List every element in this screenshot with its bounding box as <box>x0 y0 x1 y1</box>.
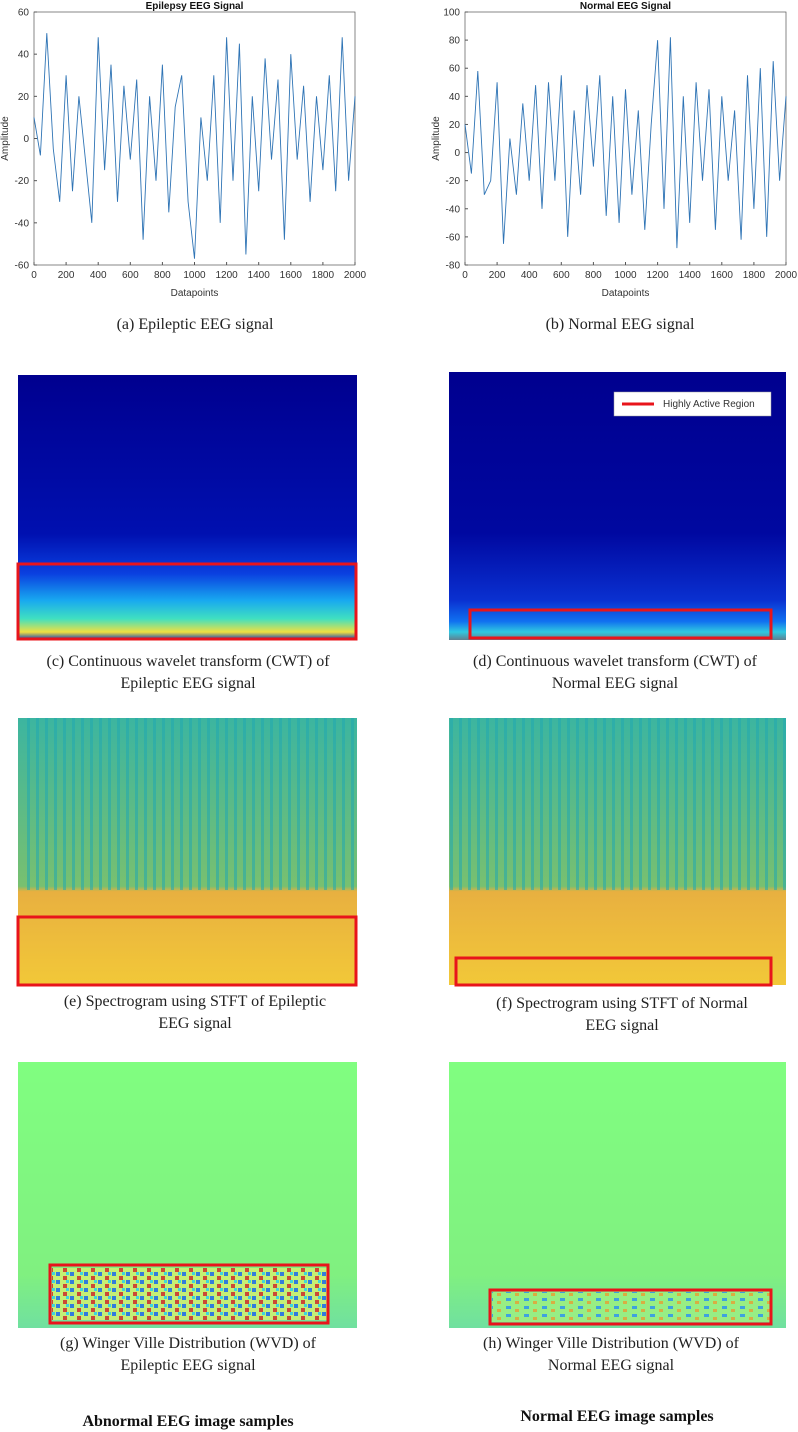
cwt-image <box>449 372 786 640</box>
caption: EEG signal <box>158 1015 232 1032</box>
caption: (a) Epileptic EEG signal <box>117 316 274 333</box>
caption: Normal EEG signal <box>552 675 679 692</box>
x-axis-label: Datapoints <box>602 288 650 299</box>
highlight-box <box>468 608 773 640</box>
caption: (g) Winger Ville Distribution (WVD) of <box>60 1335 317 1352</box>
caption: (c) Continuous wavelet transform (CWT) o… <box>46 653 330 670</box>
y-axis-label: Amplitude <box>0 116 11 161</box>
x-tick-label: 2000 <box>344 270 367 281</box>
x-tick-label: 1800 <box>312 270 335 281</box>
x-tick-label: 1400 <box>248 270 271 281</box>
highlight-box <box>48 1263 330 1325</box>
y-tick-label: -60 <box>15 261 30 272</box>
y-tick-label: -20 <box>15 176 30 187</box>
plot-area <box>464 11 787 266</box>
spectrogram-texture <box>24 718 357 890</box>
spectrogram-texture <box>449 718 786 890</box>
caption: (h) Winger Ville Distribution (WVD) of <box>483 1335 740 1352</box>
y-tick-label: -40 <box>15 218 30 229</box>
y-tick-label: -40 <box>446 204 461 215</box>
x-tick-label: 600 <box>553 270 570 281</box>
caption: (f) Spectrogram using STFT of Normal <box>496 995 748 1012</box>
x-tick-label: 600 <box>122 270 139 281</box>
x-tick-label: 400 <box>521 270 538 281</box>
y-tick-label: 0 <box>23 134 29 145</box>
y-tick-label: 0 <box>454 148 460 159</box>
chart-title: Normal EEG Signal <box>580 1 671 12</box>
y-tick-label: -80 <box>446 261 461 272</box>
y-tick-label: 40 <box>449 92 461 103</box>
y-tick-label: 20 <box>449 120 461 131</box>
x-tick-label: 1000 <box>614 270 637 281</box>
x-tick-label: 1200 <box>646 270 669 281</box>
x-tick-label: 0 <box>462 270 468 281</box>
x-tick-label: 200 <box>489 270 506 281</box>
x-tick-label: 1600 <box>280 270 303 281</box>
highlight-box <box>16 562 358 641</box>
x-tick-label: 1000 <box>183 270 206 281</box>
y-tick-label: -60 <box>446 232 461 243</box>
caption: Epileptic EEG signal <box>120 1357 256 1374</box>
highlight-box <box>454 956 773 987</box>
caption: (e) Spectrogram using STFT of Epileptic <box>64 993 326 1010</box>
chart-title: Epilepsy EEG Signal <box>146 1 244 12</box>
plot-area <box>33 11 356 266</box>
highlight-box <box>16 915 358 987</box>
caption: (b) Normal EEG signal <box>546 316 695 333</box>
y-tick-label: -20 <box>446 176 461 187</box>
x-tick-label: 1400 <box>679 270 702 281</box>
x-tick-label: 1600 <box>711 270 734 281</box>
caption: (d) Continuous wavelet transform (CWT) o… <box>473 653 758 670</box>
x-tick-label: 0 <box>31 270 37 281</box>
y-tick-label: 60 <box>18 8 30 19</box>
y-axis-label: Amplitude <box>431 116 442 161</box>
caption: EEG signal <box>585 1017 659 1034</box>
wvd-texture <box>52 1268 327 1320</box>
signal-line <box>33 33 356 259</box>
column-title: Abnormal EEG image samples <box>82 1413 293 1430</box>
y-tick-label: 80 <box>449 36 461 47</box>
x-tick-label: 2000 <box>775 270 798 281</box>
y-tick-label: 100 <box>443 8 460 19</box>
caption: Normal EEG signal <box>548 1357 675 1374</box>
x-tick-label: 800 <box>585 270 602 281</box>
wvd-image <box>449 1062 786 1328</box>
legend-label: Highly Active Region <box>663 399 755 410</box>
y-tick-label: 40 <box>18 50 30 61</box>
wvd-texture <box>492 1292 770 1322</box>
signal-line <box>464 37 787 249</box>
x-tick-label: 1200 <box>215 270 238 281</box>
x-axis-label: Datapoints <box>171 288 219 299</box>
x-tick-label: 800 <box>154 270 171 281</box>
x-tick-label: 200 <box>58 270 75 281</box>
column-title: Normal EEG image samples <box>520 1408 713 1425</box>
x-tick-label: 1800 <box>743 270 766 281</box>
highlight-box <box>488 1288 773 1326</box>
caption: Epileptic EEG signal <box>120 675 256 692</box>
y-tick-label: 60 <box>449 64 461 75</box>
cwt-image <box>18 375 357 640</box>
y-tick-label: 20 <box>18 92 30 103</box>
x-tick-label: 400 <box>90 270 107 281</box>
